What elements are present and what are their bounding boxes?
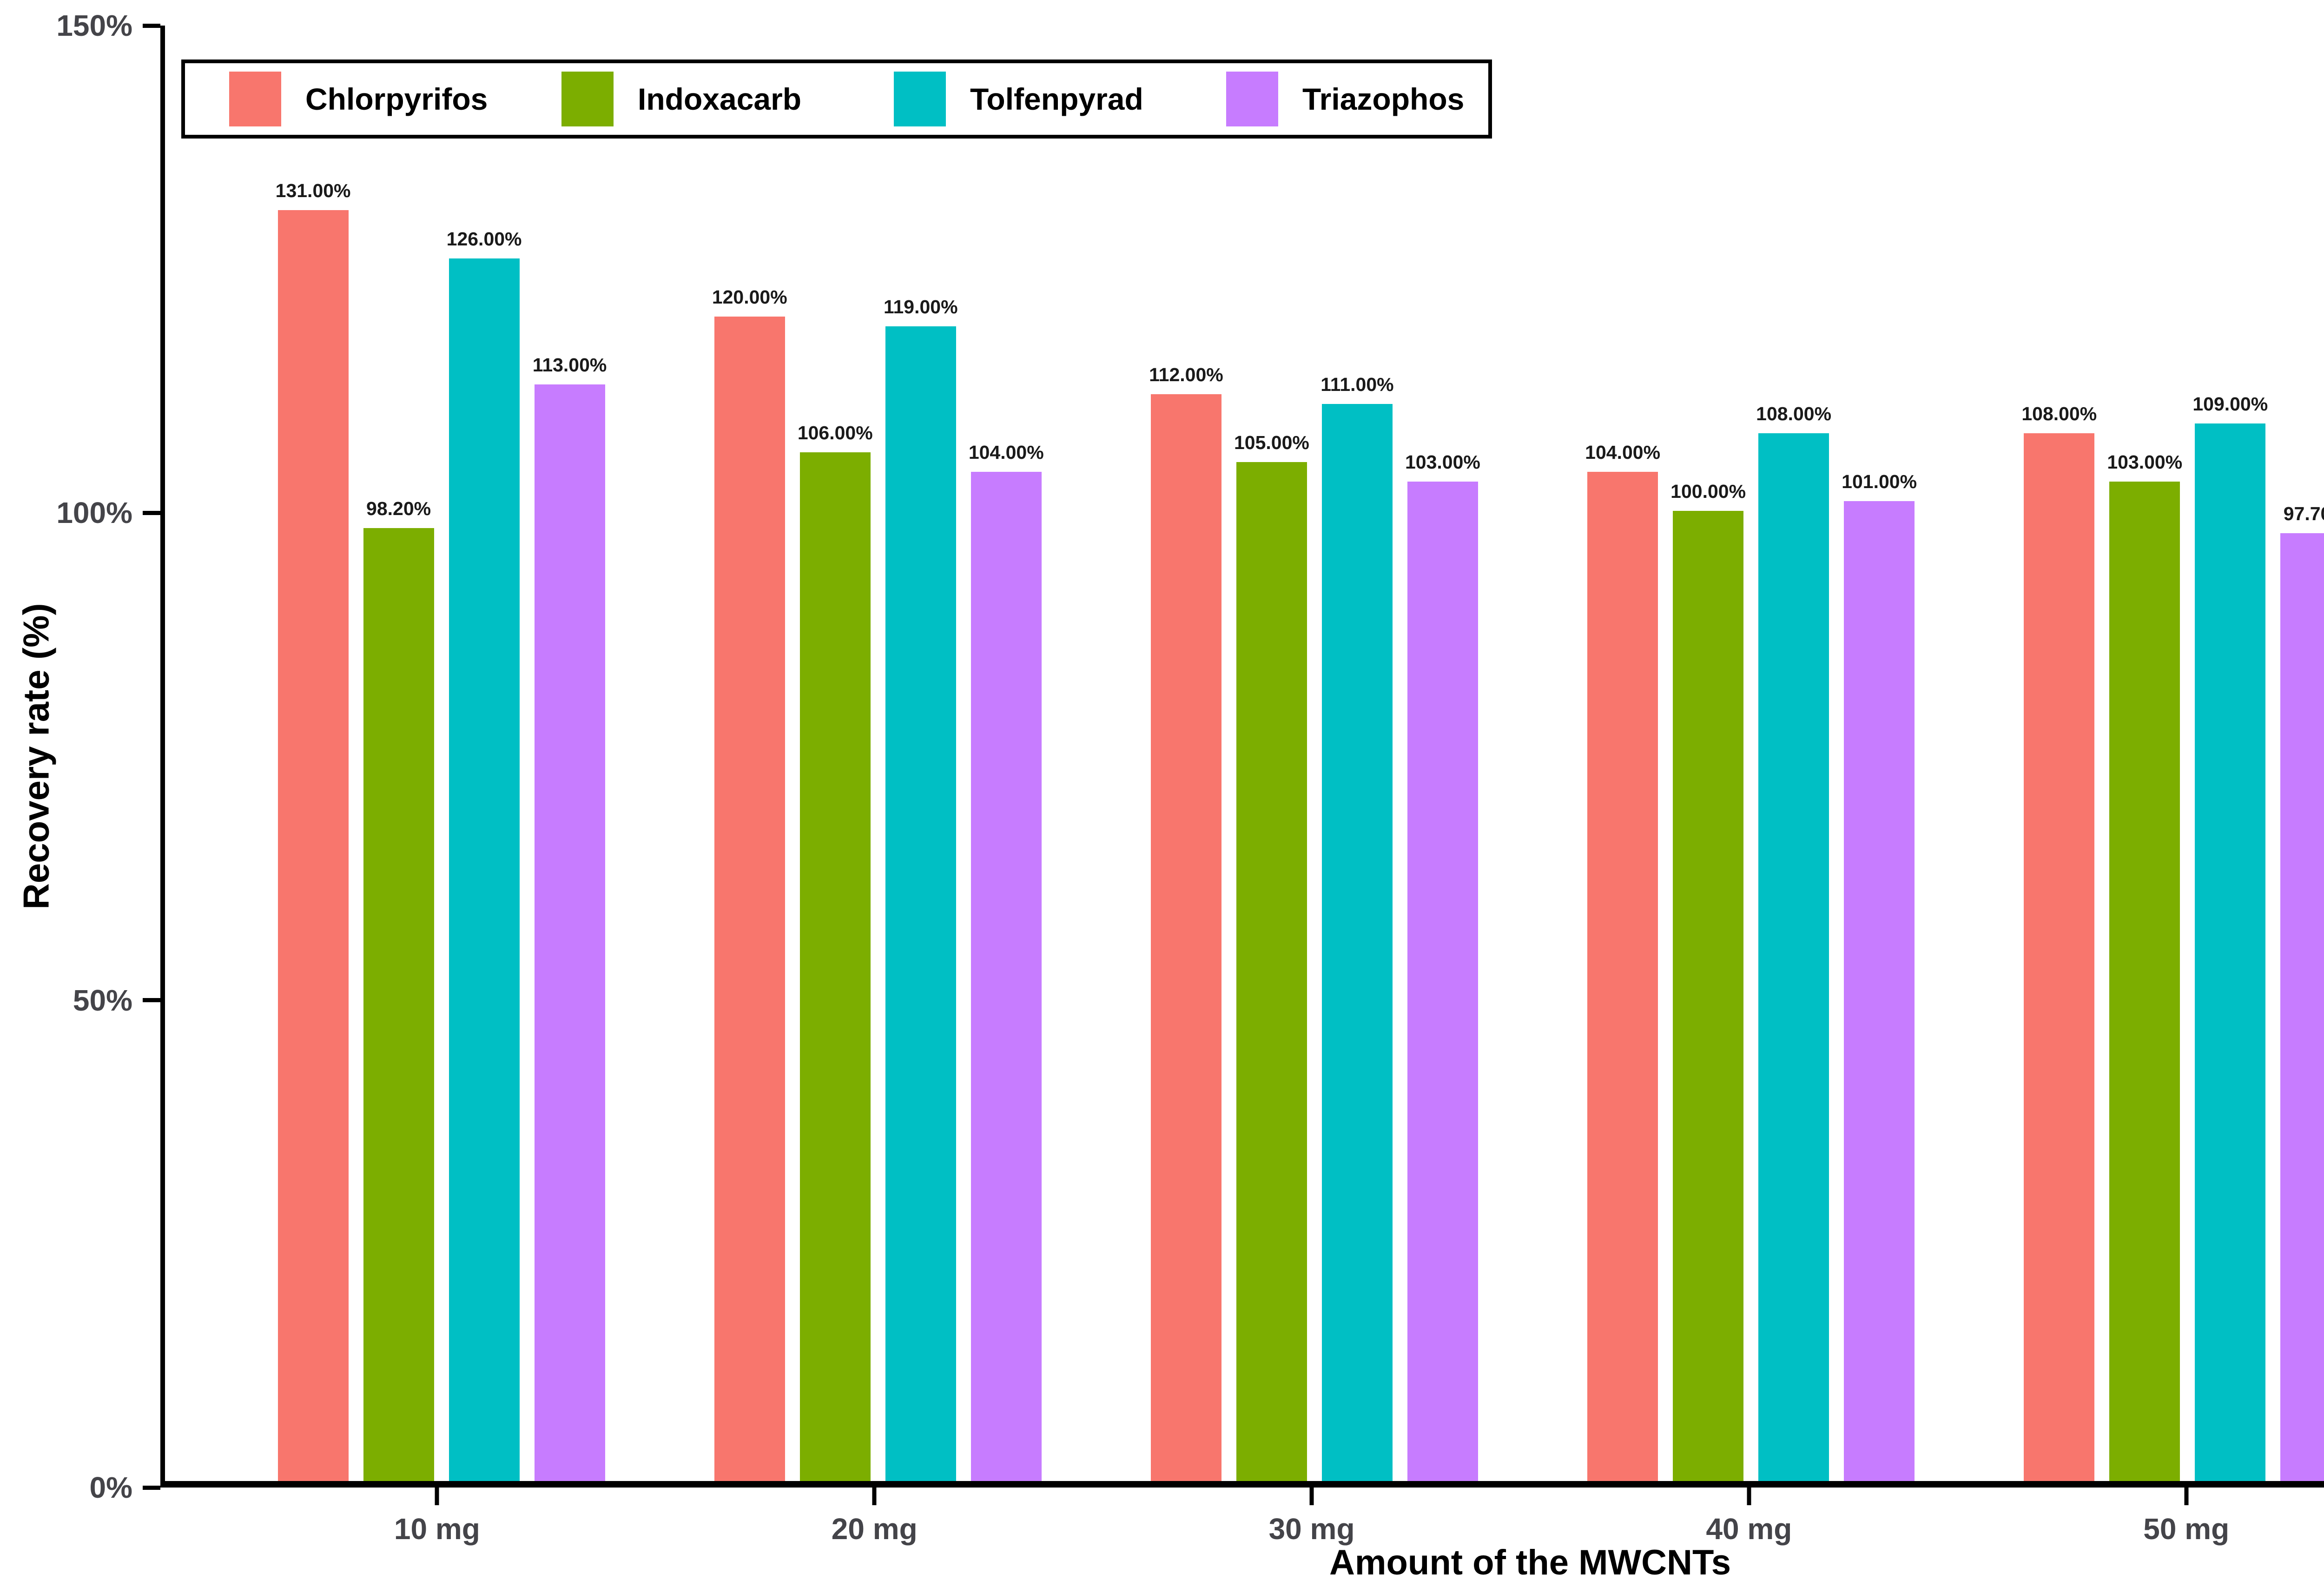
bar-indoxacarb-10-mg: 98.20% [363, 498, 434, 1481]
x-tick-label: 30 mg [1268, 1512, 1355, 1546]
bar-chlorpyrifos-30-mg: 112.00% [1149, 364, 1223, 1481]
x-tick-mark [435, 1488, 439, 1505]
bar-value-label: 131.00% [275, 179, 351, 201]
x-tick-label: 50 mg [2143, 1512, 2230, 1546]
x-tick: 50 mg [1967, 1488, 2324, 1587]
bar-tolfenpyrad-50-mg: 109.00% [2192, 393, 2268, 1481]
legend-entry-triazophos: Triazophos [1226, 72, 1558, 126]
x-tick: 10 mg [218, 1488, 656, 1587]
bar-tolfenpyrad-40-mg: 108.00% [1756, 403, 1831, 1481]
y-tick-mark [143, 1485, 160, 1490]
legend-entry-chlorpyrifos: Chlorpyrifos [229, 72, 561, 126]
bar-value-label: 126.00% [446, 228, 522, 250]
bar-value-label: 101.00% [1842, 470, 1917, 492]
x-tick-mark [2184, 1488, 2189, 1505]
y-tick-label: 50% [73, 983, 132, 1017]
bar-group-40-mg: 104.00% 100.00% 108.00% 101.00% [1533, 26, 1969, 1481]
bar-triazophos-40-mg: 101.00% [1842, 471, 1917, 1481]
bar-chlorpyrifos-50-mg: 108.00% [2021, 403, 2097, 1481]
bar-tolfenpyrad-10-mg: 126.00% [447, 228, 522, 1481]
legend-swatch-tolfenpyrad [894, 72, 946, 126]
bar-value-label: 111.00% [1320, 374, 1394, 396]
bar-indoxacarb-40-mg: 100.00% [1670, 481, 1746, 1481]
y-tick: 100% [56, 496, 160, 530]
bar-group-50-mg: 108.00% 103.00% 109.00% 97.70% [1969, 26, 2324, 1481]
legend-entry-indoxacarb: Indoxacarb [561, 72, 894, 126]
legend-label: Tolfenpyrad [970, 82, 1143, 116]
bar-groups-container: 131.00% 98.20% 126.00% 113.00% 120.00% 106.00… [165, 26, 2324, 1481]
bar-tolfenpyrad-30-mg: 111.00% [1320, 374, 1394, 1481]
bar-chlorpyrifos-10-mg: 131.00% [276, 180, 351, 1481]
legend-label: Triazophos [1302, 82, 1465, 116]
bar-indoxacarb-30-mg: 105.00% [1234, 432, 1309, 1481]
plot-area: 131.00% 98.20% 126.00% 113.00% 120.00% 106.00… [160, 26, 2324, 1488]
bar-value-label: 119.00% [883, 296, 958, 318]
x-tick: 20 mg [656, 1488, 1093, 1587]
y-tick: 150% [56, 8, 160, 43]
bar-value-label: 100.00% [1670, 480, 1746, 502]
bar-value-label: 112.00% [1149, 364, 1223, 386]
y-tick-mark [143, 23, 160, 28]
legend: Chlorpyrifos Indoxacarb Tolfenpyrad Triazop… [181, 60, 1492, 139]
y-tick-label: 100% [56, 496, 132, 530]
bar-value-label: 104.00% [1585, 442, 1661, 463]
bar-chlorpyrifos-40-mg: 104.00% [1585, 442, 1660, 1481]
legend-swatch-indoxacarb [561, 72, 614, 126]
bar-value-label: 108.00% [1756, 403, 1832, 424]
bar-value-label: 103.00% [1405, 451, 1480, 473]
bar-value-label: 120.00% [712, 286, 787, 308]
y-tick-label: 0% [89, 1471, 133, 1504]
legend-label: Indoxacarb [638, 82, 802, 116]
bar-value-label: 113.00% [532, 354, 607, 376]
x-tick-mark [1309, 1488, 1314, 1505]
legend-label: Chlorpyrifos [305, 82, 488, 116]
bar-value-label: 105.00% [1234, 432, 1309, 454]
y-tick-mark [143, 510, 160, 515]
x-tick-mark [872, 1488, 877, 1505]
bar-group-30-mg: 112.00% 105.00% 111.00% 103.00% [1096, 26, 1532, 1481]
x-tick-mark [1747, 1488, 1751, 1505]
bar-value-label: 104.00% [968, 442, 1044, 463]
bar-value-label: 98.20% [366, 498, 431, 520]
bar-triazophos-50-mg: 97.70% [2280, 503, 2324, 1481]
bar-value-label: 103.00% [2107, 451, 2183, 473]
x-tick-label: 40 mg [1706, 1512, 1792, 1546]
y-tick: 50% [73, 983, 160, 1018]
bar-triazophos-30-mg: 103.00% [1405, 451, 1480, 1481]
y-axis-ticks: 0% 50% 100% 150% [0, 9, 160, 1504]
bar-value-label: 106.00% [797, 422, 873, 444]
x-tick: 40 mg [1530, 1488, 1967, 1587]
bar-triazophos-10-mg: 113.00% [533, 354, 607, 1481]
x-tick-label: 20 mg [831, 1512, 918, 1546]
bar-value-label: 97.70% [2283, 503, 2324, 524]
bar-value-label: 109.00% [2192, 393, 2268, 415]
bar-value-label: 108.00% [2021, 403, 2097, 424]
bar-indoxacarb-20-mg: 106.00% [798, 422, 873, 1481]
bar-indoxacarb-50-mg: 103.00% [2107, 451, 2182, 1481]
x-tick-label: 10 mg [394, 1512, 480, 1546]
y-tick-mark [143, 998, 160, 1003]
legend-swatch-chlorpyrifos [229, 72, 281, 126]
bar-chlorpyrifos-20-mg: 120.00% [712, 286, 787, 1481]
bar-group-20-mg: 120.00% 106.00% 119.00% 104.00% [660, 26, 1096, 1481]
bar-group-10-mg: 131.00% 98.20% 126.00% 113.00% [223, 26, 660, 1481]
bar-triazophos-20-mg: 104.00% [969, 442, 1044, 1481]
legend-entry-tolfenpyrad: Tolfenpyrad [894, 72, 1226, 126]
bar-tolfenpyrad-20-mg: 119.00% [884, 296, 958, 1481]
legend-swatch-triazophos [1226, 72, 1278, 126]
y-tick: 0% [89, 1470, 160, 1505]
x-axis-title: Amount of the MWCNTs [1329, 1543, 1731, 1582]
y-tick-label: 150% [56, 9, 132, 42]
x-tick: 30 mg [1093, 1488, 1531, 1587]
